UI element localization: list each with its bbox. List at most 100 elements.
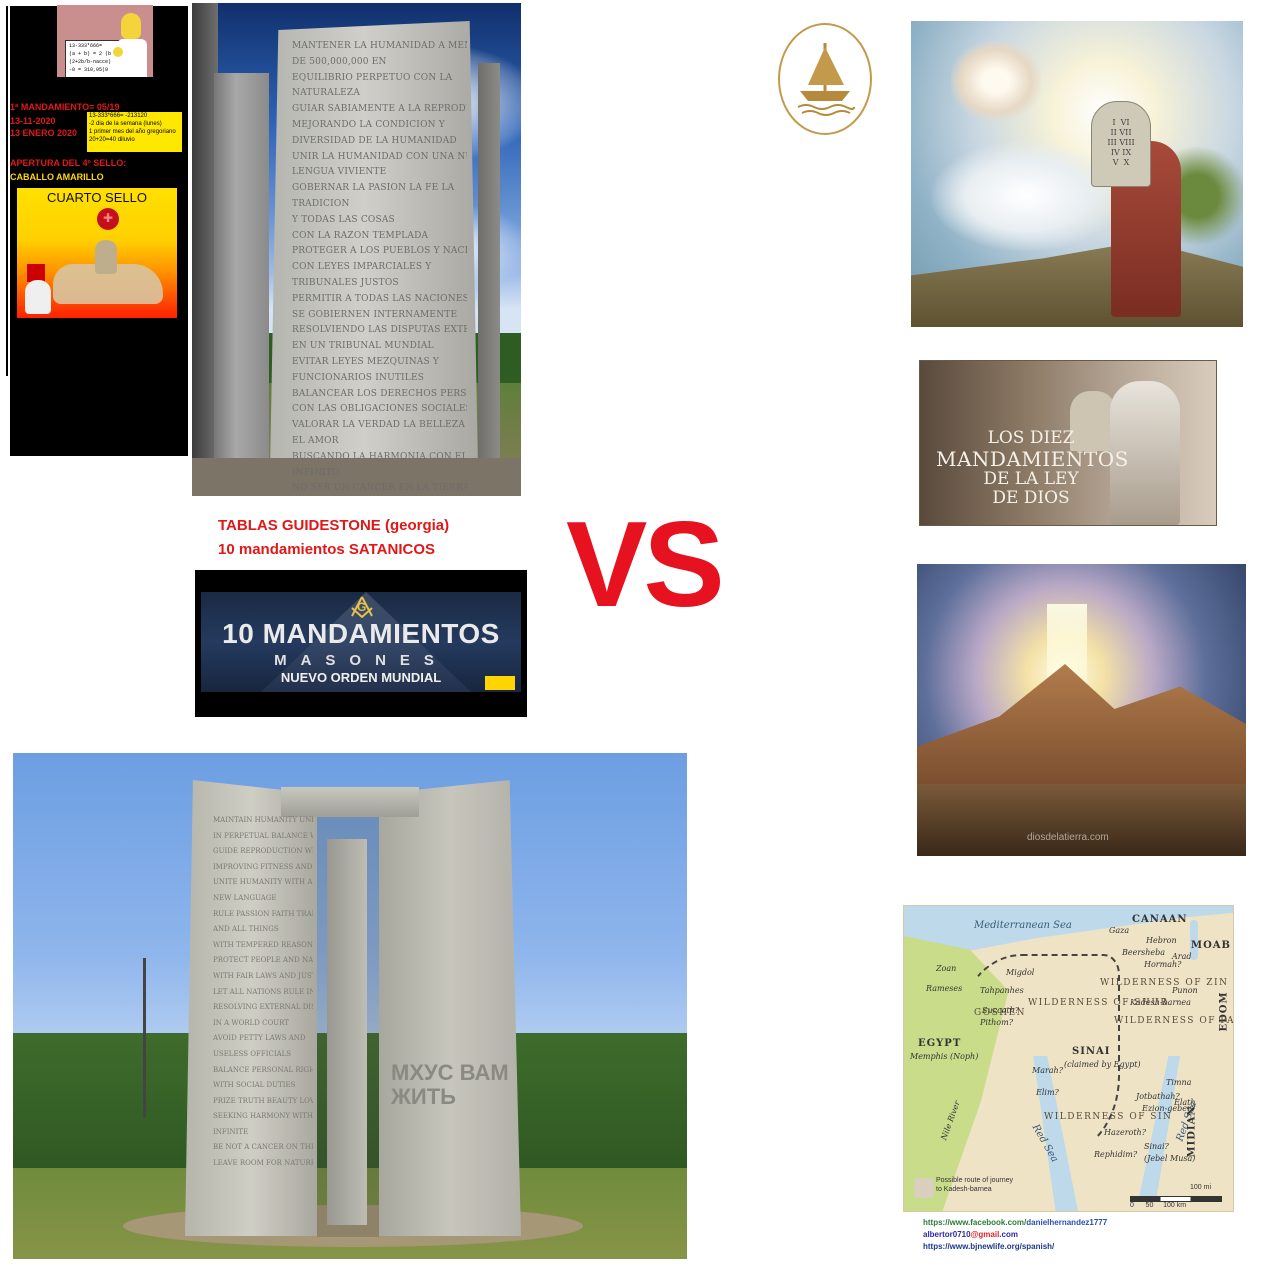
stone-tablet: I VI II VII III VIII IV IX V X	[1091, 101, 1151, 187]
inscription-line: BALANCE PERSONAL RIGHTS	[213, 1065, 313, 1074]
guidestone-caption: TABLAS GUIDESTONE (georgia) 10 mandamien…	[218, 514, 449, 562]
diez-line: DE LA LEY	[983, 469, 1079, 489]
cloud	[931, 141, 1121, 251]
inscription-line: USELESS OFFICIALS	[213, 1049, 292, 1058]
inscription-line: RULE PASSION FAITH TRADITION	[213, 909, 313, 918]
wax-seal-icon: ✚	[97, 208, 119, 230]
map-label: Tahpanhes	[980, 986, 1024, 995]
map-label: (claimed by Egypt)	[1064, 1060, 1141, 1069]
guidestone-photo-english: MAINTAIN HUMANITY UNDER 500,000,000 IN PE…	[13, 753, 687, 1259]
legend-line: to Kadesh-barnea	[936, 1186, 992, 1193]
inscription-line: IN PERPETUAL BALANCE WITH NATURE	[213, 831, 313, 840]
date-text: 13-11-2020	[10, 116, 56, 126]
inscription-line: GUIDE REPRODUCTION WISELY	[213, 847, 313, 856]
inscription-line: CON LEYES IMPARCIALES Y	[292, 262, 432, 273]
inscription-line: RESOLVIENDO LAS DISPUTAS EXTERNAS	[292, 325, 467, 336]
inscription-line: DIVERSIDAD DE LA HUMANIDAD	[292, 135, 457, 146]
note-line: 20+20=40 diluvio	[89, 137, 135, 143]
inscription-line: BUSCANDO LA HARMONIA CON EL	[292, 451, 467, 462]
inscription-line: EVITAR LEYES MEZQUINAS Y	[292, 356, 440, 367]
note-line: -2 dia de la semana (lunes)	[89, 121, 162, 127]
stone-pillar	[214, 73, 269, 468]
legend-text: Possible route of journey to Kadesh-barn…	[936, 1176, 1013, 1194]
inscription-line: IN A WORLD COURT	[213, 1018, 289, 1027]
square-compass-icon: G	[349, 596, 375, 619]
map-label: Hormah?	[1144, 960, 1182, 969]
map-label: MOAB	[1191, 940, 1231, 951]
inscription-line: INFINITO	[292, 467, 340, 478]
map-legend: Possible route of journey to Kadesh-barn…	[910, 1174, 1060, 1206]
inscription-line: FUNCIONARIOS INUTILES	[292, 372, 425, 383]
exodus-map: Mediterranean Sea CANAAN Gaza Hebron Beershe…	[903, 905, 1234, 1212]
map-label: MIDIAN	[1186, 1105, 1198, 1158]
map-label: EGYPT	[918, 1038, 962, 1049]
rider-figure	[95, 240, 117, 274]
map-label: GOSHEN	[974, 1008, 1027, 1018]
ship-icon	[797, 43, 855, 116]
inscription-line: WITH TEMPERED REASON	[213, 940, 313, 949]
email-link[interactable]: albertor0710@gmail.com	[923, 1229, 1018, 1240]
crowd	[917, 784, 1246, 856]
inscription-line: BE NOT A CANCER ON THE EARTH	[213, 1143, 313, 1152]
map-label: Hazeroth?	[1104, 1128, 1146, 1137]
chalkboard: 13-333*666= (a + b) = 2 (b (2+2b/b-nacce…	[65, 40, 121, 77]
utility-pole	[143, 958, 146, 1118]
apertura-text: APERTURA DEL 4º SELLO:	[10, 158, 127, 168]
map-label: Elim?	[1036, 1088, 1059, 1097]
scale-km: 0 50 100 km	[1130, 1202, 1187, 1209]
ship-logo	[778, 23, 872, 135]
masonic-banner: G 10 MANDAMIENTOS MASONES NUEVO ORDEN MU…	[195, 570, 527, 717]
homer-hand	[113, 47, 123, 57]
slab-side	[478, 63, 500, 463]
stone-tablet	[1070, 391, 1116, 451]
homer-head	[121, 13, 141, 39]
dead-sea	[1190, 920, 1198, 960]
inscription-line: EL AMOR	[292, 435, 339, 446]
inscription-line: EN UN TRIBUNAL MUNDIAL	[292, 341, 434, 352]
inscription-line: Y TODAS LAS COSAS	[292, 214, 395, 225]
banner-title: 10 MANDAMIENTOS	[222, 618, 500, 649]
scale-bar	[1130, 1196, 1222, 1202]
graffiti-line: ЖИТЬ	[391, 1084, 456, 1109]
mandamiento-text: 1ª MANDAMIENTO= 05/19	[10, 102, 120, 112]
divider-line	[6, 6, 8, 376]
inscription-line: IMPROVING FITNESS AND DIVERSITY	[213, 862, 313, 871]
inscription-line: BALANCEAR LOS DERECHOS PERSONALES	[292, 388, 467, 399]
email-domain: @gmail	[970, 1230, 1000, 1239]
map-label: WILDERNESS OF SHUR	[1028, 998, 1169, 1008]
map-label: WILDERNESS OF PARAN	[1114, 1016, 1234, 1026]
seal-cross: ✚	[103, 211, 114, 225]
email-user: albertor0710	[923, 1230, 971, 1239]
link-name: danielhernandez1777	[1026, 1218, 1108, 1227]
graffiti-line: МХУС ВАМ	[391, 1060, 509, 1085]
cuarto-sello-image: CUARTO SELLO ✚	[17, 188, 177, 318]
emblem-letter: G	[357, 600, 367, 614]
inscription-line: CON LA RAZON TEMPLADA	[292, 230, 429, 241]
banner-inner: G 10 MANDAMIENTOS MASONES NUEVO ORDEN MU…	[201, 592, 521, 692]
diez-line: DE DIOS	[992, 488, 1070, 508]
inscription-line: WITH SOCIAL DUTIES	[213, 1081, 296, 1090]
map-label: Succoth?	[982, 1006, 1020, 1015]
inscription-line: PERMITIR A TODAS LAS NACIONES QUE	[292, 293, 467, 304]
inscription-line: PROTEGER A LOS PUEBLOS Y NACIONES	[292, 246, 467, 257]
inscription-line: SEEKING HARMONY WITH THE	[213, 1112, 313, 1121]
diez-line: MANDAMIENTOS	[936, 447, 1129, 471]
diez-text-block: LOS DIEZ MANDAMIENTOS DE LA LEY DE DIOS	[936, 428, 1129, 508]
map-label: Elath	[1174, 1098, 1196, 1107]
center-pillar	[327, 839, 367, 1225]
inscription: MANTENER LA HUMANIDAD A MENOS DE 500,000,…	[292, 39, 467, 496]
inscription-line: SE GOBIERNEN INTERNAMENTE	[292, 309, 458, 320]
route-arrow-icon	[914, 1178, 934, 1198]
board-line: 13-333*666=	[69, 43, 103, 49]
diez-line: LOS DIEZ	[987, 428, 1075, 448]
map-label: Memphis (Noph)	[910, 1052, 979, 1061]
mount-sinai-painting: diosdelatierra.com	[917, 564, 1246, 856]
inscription-line: TRIBUNALES JUSTOS	[292, 277, 399, 288]
simpsons-image: 13-333*666= (a + b) = 2 (b (2+2b/b-nacce…	[57, 5, 153, 77]
map-label: Zoan	[936, 964, 957, 973]
facebook-link[interactable]: https://www.facebook.com/danielhernandez…	[923, 1217, 1107, 1228]
website-link[interactable]: https://www.bjnewlife.org/spanish/	[923, 1242, 1055, 1251]
map-label: Hebron	[1146, 936, 1177, 945]
inscription-line: INFINITE	[213, 1127, 249, 1136]
inscribed-slab	[270, 21, 478, 469]
